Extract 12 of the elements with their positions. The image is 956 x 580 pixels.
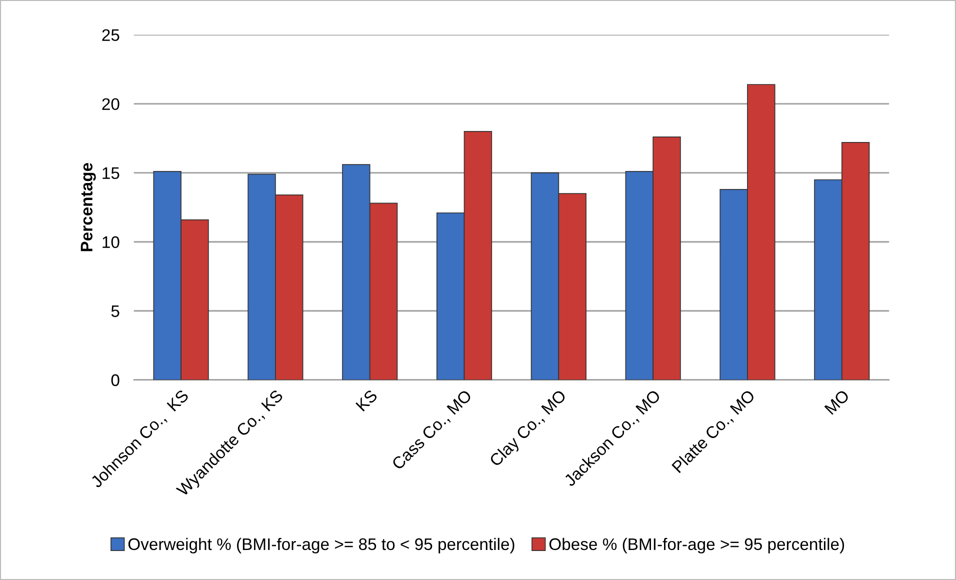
x-tick-label: KS [355, 389, 378, 412]
x-tick-label: MO [824, 389, 850, 415]
y-axis-title: Percentage [80, 162, 96, 252]
legend-label: Obese % (BMI-for-age >= 95 percentile) [549, 538, 844, 554]
legend-label: Overweight % (BMI-for-age >= 85 to < 95 percentile) [128, 538, 514, 554]
x-tick-label: Clay Co., MO [488, 388, 570, 470]
y-tick-label: 0 [111, 374, 120, 386]
y-tick-label: 25 [102, 29, 120, 42]
y-tick-label: 15 [102, 167, 120, 180]
y-tick-label: 20 [102, 98, 120, 110]
y-tick-label: 5 [111, 305, 120, 318]
y-tick-label: 10 [102, 236, 120, 248]
